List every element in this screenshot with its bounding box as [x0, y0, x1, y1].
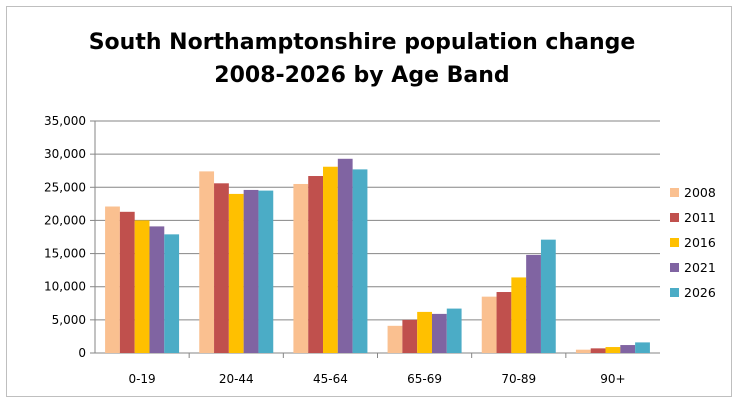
bar-65-69-2026 — [446, 308, 462, 353]
x-tick-label: 20-44 — [219, 372, 254, 386]
chart-title: South Northamptonshire population change… — [0, 26, 724, 92]
bar-90+-2026 — [635, 342, 650, 353]
legend-label-2008: 2008 — [684, 185, 716, 200]
x-tick-label: 65-69 — [407, 372, 442, 386]
bar-70-89-2016 — [511, 277, 527, 353]
y-tick-label: 35,000 — [44, 114, 86, 128]
bar-0-19-2008 — [105, 206, 120, 353]
bar-90+-2008 — [575, 349, 591, 353]
bar-20-44-2026 — [258, 190, 274, 353]
y-tick-label: 30,000 — [44, 147, 86, 161]
x-tick-label: 45-64 — [313, 372, 348, 386]
legend-swatch-2016 — [670, 238, 679, 247]
y-tick-label: 5,000 — [52, 313, 86, 327]
y-tick-label: 10,000 — [44, 280, 86, 294]
bar-70-89-2008 — [481, 296, 497, 353]
bar-45-64-2016 — [323, 166, 338, 353]
legend-swatch-2026 — [670, 288, 679, 297]
bar-45-64-2008 — [293, 183, 309, 353]
bar-45-64-2011 — [308, 176, 324, 353]
bar-65-69-2021 — [431, 313, 447, 353]
x-tick-label: 90+ — [600, 372, 625, 386]
legend-swatch-2008 — [670, 188, 679, 197]
y-tick-label: 20,000 — [44, 213, 86, 227]
bar-65-69-2008 — [387, 325, 403, 353]
bar-45-64-2021 — [337, 158, 353, 353]
chart-title-line-1: South Northamptonshire population change — [88, 30, 636, 55]
y-tick-label: 15,000 — [44, 247, 86, 261]
bar-90+-2021 — [620, 345, 636, 353]
legend-label-2021: 2021 — [684, 260, 716, 275]
bar-70-89-2011 — [496, 292, 512, 353]
legend-label-2026: 2026 — [684, 285, 716, 300]
y-tick-label: 0 — [78, 346, 86, 360]
legend-label-2016: 2016 — [684, 235, 716, 250]
bar-90+-2016 — [605, 347, 621, 353]
chart-title-line-2: 2008-2026 by Age Band — [214, 63, 510, 88]
x-tick-label: 70-89 — [501, 372, 536, 386]
bar-90+-2011 — [590, 348, 606, 353]
bar-65-69-2016 — [417, 311, 432, 353]
legend-label-2011: 2011 — [684, 210, 716, 225]
bar-70-89-2021 — [526, 254, 541, 353]
bar-45-64-2026 — [352, 169, 368, 353]
bar-20-44-2016 — [228, 193, 244, 353]
y-tick-label: 25,000 — [44, 180, 86, 194]
legend-swatch-2021 — [670, 263, 679, 272]
bar-0-19-2021 — [149, 226, 165, 353]
bar-65-69-2011 — [402, 319, 418, 353]
bar-0-19-2016 — [134, 220, 150, 353]
bar-20-44-2008 — [199, 171, 215, 353]
bar-70-89-2026 — [540, 239, 556, 353]
x-tick-label: 0-19 — [128, 372, 155, 386]
bar-20-44-2011 — [214, 183, 229, 353]
bar-20-44-2021 — [243, 189, 259, 353]
bar-0-19-2011 — [119, 211, 135, 353]
legend-swatch-2011 — [670, 213, 679, 222]
bar-0-19-2026 — [164, 234, 180, 353]
